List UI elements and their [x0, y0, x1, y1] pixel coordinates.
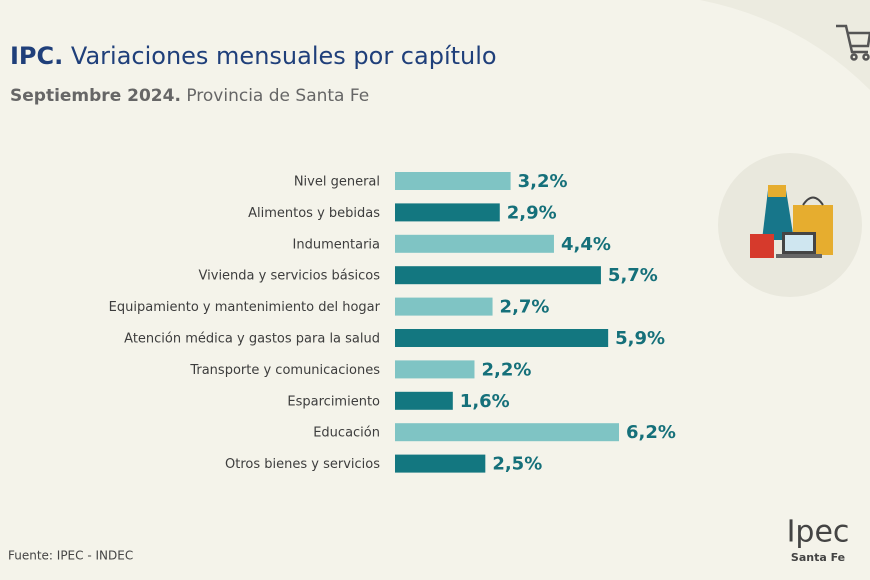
bar [395, 454, 486, 473]
value-label: 2,7% [500, 297, 550, 318]
value-label: 4,4% [561, 234, 611, 255]
subtitle-lead: Septiembre 2024. [10, 86, 181, 106]
category-label: Vivienda y servicios básicos [199, 269, 381, 284]
category-label: Educación [313, 426, 380, 441]
category-label: Atención médica y gastos para la salud [124, 332, 380, 347]
category-label: Otros bienes y servicios [225, 457, 380, 472]
value-label: 3,2% [518, 171, 568, 192]
title-text: Variaciones mensuales por capítulo [71, 42, 497, 70]
logo-subtitle: Santa Fe [791, 551, 845, 564]
category-label: Nivel general [294, 175, 380, 190]
subtitle-text: Provincia de Santa Fe [186, 86, 369, 106]
category-label: Transporte y comunicaciones [189, 363, 380, 378]
category-label: Alimentos y bebidas [248, 206, 380, 221]
bar [395, 423, 619, 442]
source: Fuente: IPEC - INDEC [8, 549, 133, 563]
chart-subtitle: Septiembre 2024. Provincia de Santa Fe [10, 86, 369, 106]
value-label: 2,5% [492, 454, 542, 475]
value-label: 5,7% [608, 265, 658, 286]
category-label: Indumentaria [293, 237, 380, 252]
bar [395, 391, 453, 410]
bar [395, 234, 554, 253]
chart-title: IPC. Variaciones mensuales por capítulo [10, 42, 497, 70]
logo: Ipec [787, 515, 850, 550]
bar [395, 297, 493, 316]
category-label: Esparcimiento [287, 394, 380, 409]
value-label: 2,2% [481, 359, 531, 380]
value-label: 2,9% [507, 202, 557, 223]
value-label: 5,9% [615, 328, 665, 349]
shopping-illustration [718, 153, 862, 297]
title-lead: IPC. [10, 42, 63, 70]
bar [395, 329, 609, 347]
corner-shape [700, 0, 870, 90]
bar [395, 172, 511, 190]
value-label: 6,2% [626, 422, 676, 443]
cart-icon [836, 24, 870, 61]
bar [395, 203, 500, 222]
bar [395, 360, 475, 379]
value-label: 1,6% [460, 391, 510, 412]
category-label: Equipamiento y mantenimiento del hogar [109, 300, 381, 315]
bar [395, 266, 601, 285]
